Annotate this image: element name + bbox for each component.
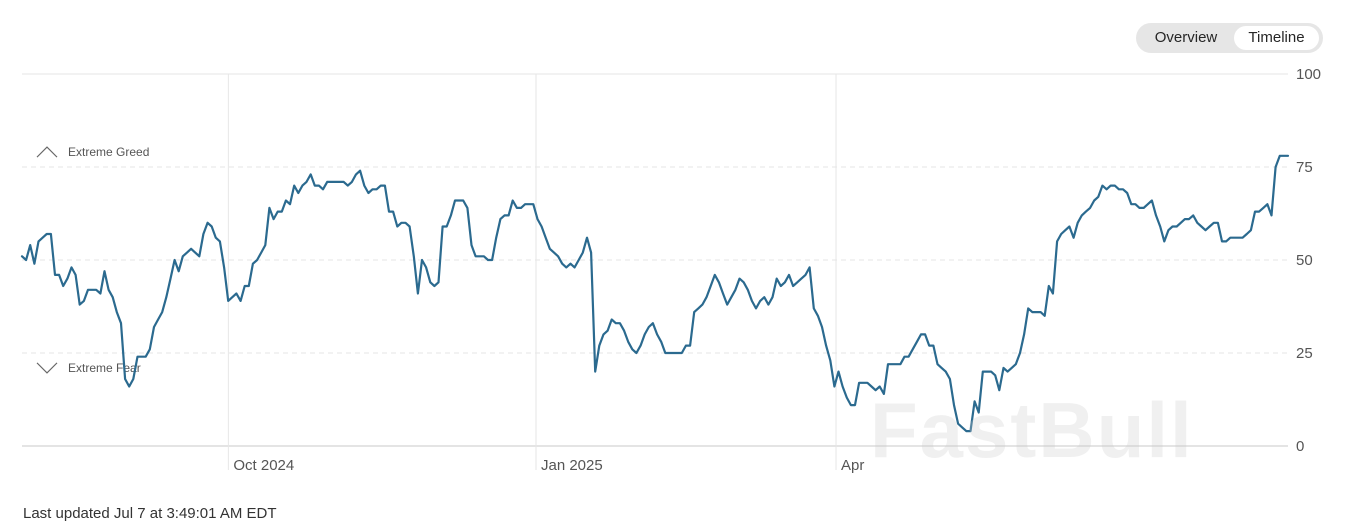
y-axis: 0 25 50 75 100: [1296, 66, 1321, 455]
index-line: [20, 154, 1290, 433]
overview-tab[interactable]: Overview: [1154, 29, 1218, 46]
y-tick-label: 100: [1296, 66, 1321, 83]
watermark: FastBull: [870, 386, 1194, 474]
y-tick-label: 25: [1296, 345, 1313, 362]
zone-label: Extreme Greed: [68, 145, 149, 159]
zone-labels: Extreme Greed Extreme Fear: [36, 145, 149, 375]
timeline-tab[interactable]: Timeline: [1234, 26, 1319, 50]
y-tick-label: 0: [1296, 438, 1304, 455]
chevron-up-icon: [36, 146, 58, 158]
x-tick-label: Jan 2025: [541, 457, 603, 474]
last-updated-text: Last updated Jul 7 at 3:49:01 AM EDT: [23, 505, 277, 522]
x-axis: Oct 2024 Jan 2025 Apr: [233, 457, 864, 474]
chart-grid: [22, 73, 1288, 470]
y-tick-label: 75: [1296, 159, 1313, 176]
chevron-down-icon: [36, 362, 58, 374]
view-toggle: Overview Timeline: [1136, 23, 1323, 53]
y-tick-label: 50: [1296, 252, 1313, 269]
x-tick-label: Apr: [841, 457, 864, 474]
x-tick-label: Oct 2024: [233, 457, 294, 474]
zone-label: Extreme Fear: [68, 361, 141, 375]
